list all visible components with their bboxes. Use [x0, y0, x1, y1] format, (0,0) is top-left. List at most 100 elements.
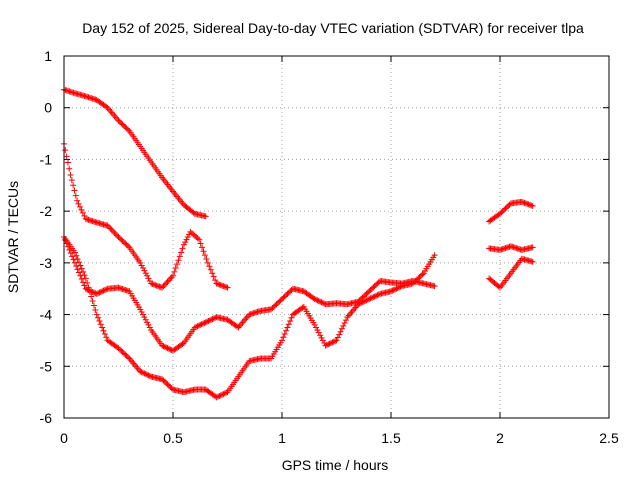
data-point [144, 272, 151, 279]
data-point [529, 202, 536, 209]
data-point [70, 256, 77, 263]
data-point [101, 330, 108, 337]
data-point [116, 118, 123, 125]
data-point [328, 340, 335, 347]
data-point [371, 283, 378, 290]
data-point [161, 281, 168, 288]
data-point [180, 241, 187, 248]
data-point [216, 393, 223, 400]
data-point [337, 328, 344, 335]
data-point [141, 267, 148, 274]
data-point [501, 206, 508, 213]
data-point [140, 265, 147, 272]
data-point [125, 243, 132, 250]
data-point [505, 202, 512, 209]
data-point [168, 274, 175, 281]
data-point [142, 316, 149, 323]
data-point [142, 270, 149, 277]
data-point [417, 272, 424, 279]
data-point [122, 240, 129, 247]
data-point [82, 285, 89, 292]
data-point [397, 283, 404, 290]
data-point [338, 325, 345, 332]
data-point [160, 283, 167, 290]
data-point [86, 288, 93, 295]
data-point [120, 350, 127, 357]
data-point [63, 153, 70, 160]
data-point [187, 228, 194, 235]
data-point [219, 282, 226, 289]
data-point [90, 289, 97, 296]
data-point [506, 201, 513, 208]
data-point [81, 272, 88, 279]
data-point [108, 226, 115, 233]
data-point [273, 301, 280, 308]
data-point [78, 276, 85, 283]
data-point [88, 288, 95, 295]
data-point [141, 370, 148, 377]
data-point [115, 234, 122, 240]
data-point [146, 277, 153, 284]
data-point [204, 318, 211, 325]
data-point [270, 303, 277, 310]
data-point [281, 330, 288, 337]
data-point [138, 369, 145, 376]
data-point [79, 209, 86, 216]
data-point [89, 297, 96, 304]
data-point [219, 391, 226, 398]
data-point [119, 349, 126, 356]
data-point [373, 292, 380, 299]
data-point [149, 281, 156, 288]
chart-title: Day 152 of 2025, Sidereal Day-to-day VTE… [82, 20, 584, 36]
data-point [97, 321, 104, 328]
data-point [142, 371, 149, 378]
data-point [213, 394, 220, 401]
data-point [311, 321, 318, 328]
data-point [96, 318, 103, 325]
x-tick-label: 0.5 [163, 430, 183, 446]
data-point [93, 290, 100, 297]
data-point [210, 315, 217, 322]
data-point [112, 231, 119, 238]
data-point [362, 292, 369, 299]
data-point [160, 343, 167, 350]
x-tick-label: 1.5 [381, 430, 401, 446]
data-point [388, 288, 394, 295]
data-point [269, 305, 276, 312]
data-point [119, 121, 126, 128]
data-point [137, 368, 144, 375]
data-point [155, 283, 162, 290]
data-point [197, 321, 204, 328]
data-point [81, 282, 88, 289]
data-point [314, 327, 321, 334]
data-point [116, 346, 123, 353]
data-point [164, 345, 171, 352]
data-point [214, 393, 221, 400]
data-point [323, 341, 330, 348]
y-axis-label: SDTVAR / TECUs [5, 181, 21, 293]
data-point [520, 199, 527, 206]
data-point [390, 287, 397, 294]
data-point [164, 381, 171, 388]
data-series [61, 86, 536, 401]
data-point [370, 294, 377, 301]
data-point [100, 287, 107, 294]
y-tick-label: -1 [40, 151, 53, 167]
data-point [123, 352, 130, 359]
data-point [285, 289, 292, 296]
data-point [99, 288, 106, 295]
data-point [138, 262, 145, 269]
data-point [179, 340, 186, 347]
data-point [367, 295, 374, 302]
data-point [72, 192, 79, 199]
data-point [120, 122, 127, 129]
data-point [209, 270, 216, 277]
data-point [70, 182, 77, 189]
data-point [319, 337, 326, 344]
data-point [159, 284, 166, 291]
data-point [299, 304, 306, 311]
data-point [272, 302, 279, 309]
data-point [199, 320, 206, 327]
data-point [368, 294, 375, 301]
data-point [74, 266, 81, 273]
